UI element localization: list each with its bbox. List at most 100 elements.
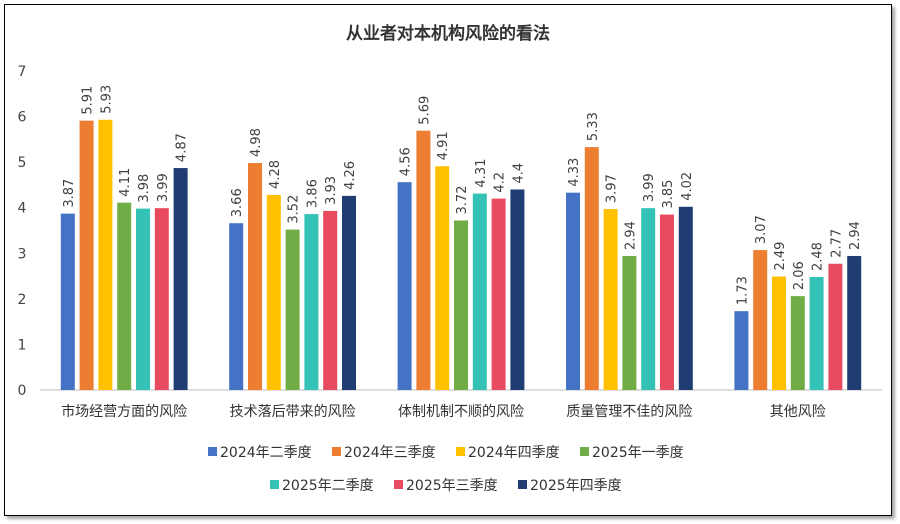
bar [248, 163, 262, 390]
legend-label: 2024年三季度 [344, 445, 436, 461]
data-label: 2.94 [848, 221, 863, 250]
data-label: 3.85 [661, 180, 676, 209]
data-label: 4.33 [567, 158, 582, 187]
y-tick-label: 6 [18, 110, 27, 126]
bar [98, 119, 113, 391]
bar [678, 206, 693, 390]
x-tick-label: 质量管理不佳的风险 [566, 404, 692, 420]
data-label: 5.93 [99, 85, 114, 114]
legend-label: 2024年二季度 [220, 445, 312, 461]
bar [136, 208, 150, 390]
bar [229, 223, 244, 390]
bar [809, 276, 824, 390]
bar [60, 213, 75, 390]
legend-label: 2025年一季度 [592, 445, 684, 461]
data-label: 3.52 [287, 195, 302, 224]
bar [472, 193, 487, 390]
data-label: 1.73 [735, 276, 750, 305]
x-tick-label: 体制机制不顺的风险 [398, 404, 524, 420]
data-label: 3.93 [324, 176, 339, 205]
data-label: 3.72 [455, 186, 470, 215]
bar [641, 208, 656, 390]
data-label: 4.02 [680, 172, 695, 201]
data-label: 4.91 [436, 131, 451, 160]
bar [772, 276, 786, 390]
data-label: 4.2 [493, 172, 508, 193]
bar [342, 195, 356, 390]
bar [510, 189, 525, 390]
data-label: 4.11 [118, 168, 133, 197]
data-label: 4.87 [175, 133, 190, 162]
bar [323, 210, 338, 390]
bar [491, 198, 506, 390]
chart-title: 从业者对本机构风险的看法 [346, 23, 550, 44]
bar [285, 229, 300, 390]
data-label: 5.33 [586, 112, 601, 141]
data-label: 4.56 [399, 147, 414, 176]
data-label: 4.26 [343, 161, 358, 190]
legend-label: 2025年二季度 [282, 478, 374, 494]
data-label: 2.06 [792, 261, 807, 290]
data-label: 3.99 [642, 173, 657, 202]
x-tick-label: 技术落后带来的风险 [230, 404, 356, 420]
bar [154, 208, 169, 390]
data-label: 5.69 [417, 96, 432, 125]
data-label: 2.49 [773, 242, 788, 271]
bar [847, 256, 862, 390]
bar [435, 166, 450, 390]
data-label: 3.07 [754, 215, 769, 244]
data-label: 4.31 [474, 159, 489, 188]
data-label: 3.99 [156, 173, 171, 202]
bar [454, 220, 468, 390]
y-tick-label: 2 [18, 292, 27, 308]
y-tick-label: 4 [18, 201, 27, 217]
bar [416, 130, 431, 390]
legend-swatch [270, 480, 279, 489]
data-label: 2.77 [829, 229, 844, 258]
bar [828, 263, 843, 390]
legend-label: 2024年四季度 [468, 445, 560, 461]
bar [734, 311, 749, 390]
legend-label: 2025年四季度 [530, 478, 622, 494]
data-label: 4.4 [511, 163, 526, 184]
y-tick-label: 3 [18, 246, 27, 262]
legend-label: 2025年三季度 [406, 478, 498, 494]
legend-swatch [580, 447, 589, 456]
data-label: 3.86 [305, 179, 320, 208]
y-tick-label: 1 [18, 337, 27, 353]
data-label: 2.48 [811, 242, 826, 271]
x-tick-label: 其他风险 [770, 404, 826, 420]
bar [266, 194, 281, 390]
legend-swatch [332, 447, 341, 456]
bar [603, 209, 618, 390]
bar [753, 250, 768, 390]
data-label: 3.98 [137, 174, 152, 203]
legend-swatch [394, 480, 403, 489]
data-label: 3.87 [62, 179, 77, 208]
bar [790, 296, 805, 390]
bar [79, 120, 94, 391]
data-label: 3.97 [605, 174, 620, 203]
legend-swatch [456, 447, 465, 456]
bar [584, 147, 599, 390]
bar [117, 202, 132, 390]
bar [173, 168, 188, 390]
data-label: 3.66 [230, 188, 245, 217]
chart-frame: 从业者对本机构风险的看法 0 1 2 3 4 5 6 7 市场经营方面的风险 3.87 5.91 5.… [4, 4, 892, 516]
bar [622, 256, 637, 390]
bar [304, 214, 319, 390]
legend-swatch [518, 480, 527, 489]
bar [660, 214, 674, 390]
x-tick-label: 市场经营方面的风险 [61, 403, 187, 420]
legend-swatch [208, 447, 217, 456]
y-tick-label: 7 [18, 64, 27, 80]
data-label: 5.91 [81, 86, 96, 115]
data-label: 4.98 [249, 128, 264, 157]
data-label: 4.28 [268, 160, 283, 189]
bar [566, 192, 580, 390]
y-tick-label: 5 [18, 155, 27, 171]
y-tick-label: 0 [18, 383, 27, 399]
data-label: 2.94 [623, 221, 638, 250]
bar [397, 182, 412, 390]
